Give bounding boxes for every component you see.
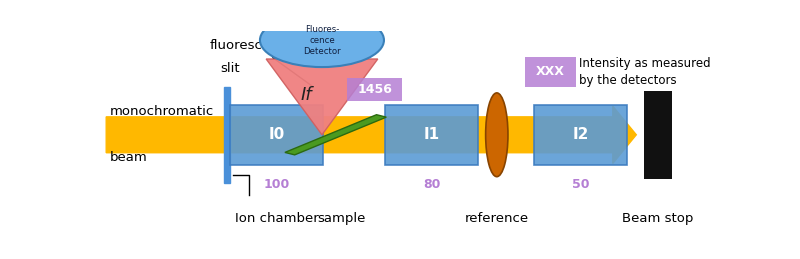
Text: monochromatic: monochromatic (110, 105, 214, 118)
Text: XXX: XXX (536, 66, 565, 78)
Text: 100: 100 (263, 178, 290, 191)
Polygon shape (285, 115, 386, 155)
Text: 80: 80 (423, 178, 440, 191)
Text: reference: reference (465, 212, 529, 225)
FancyArrow shape (106, 106, 636, 163)
Ellipse shape (260, 13, 384, 67)
FancyBboxPatch shape (525, 57, 575, 87)
Text: 50: 50 (572, 178, 590, 191)
Bar (224, 87, 230, 183)
Text: I1: I1 (424, 127, 440, 142)
Bar (644, 91, 672, 179)
Ellipse shape (486, 93, 508, 177)
Text: sample: sample (318, 212, 366, 225)
Text: beam: beam (110, 151, 147, 164)
Bar (230, 105, 323, 165)
Text: I2: I2 (572, 127, 589, 142)
Text: Fluores-
cence
Detector: Fluores- cence Detector (303, 25, 341, 56)
Text: If: If (301, 86, 312, 104)
Polygon shape (266, 59, 378, 135)
Text: Ion chamber: Ion chamber (235, 212, 318, 225)
Text: 1456: 1456 (358, 83, 392, 96)
Text: I0: I0 (269, 127, 285, 142)
Text: Beam stop: Beam stop (622, 212, 694, 225)
Text: Intensity as measured
by the detectors: Intensity as measured by the detectors (578, 57, 710, 87)
Text: slit: slit (220, 62, 240, 75)
Bar (386, 105, 478, 165)
Text: fluorescence: fluorescence (210, 39, 294, 52)
FancyBboxPatch shape (347, 78, 402, 101)
Bar (534, 105, 627, 165)
